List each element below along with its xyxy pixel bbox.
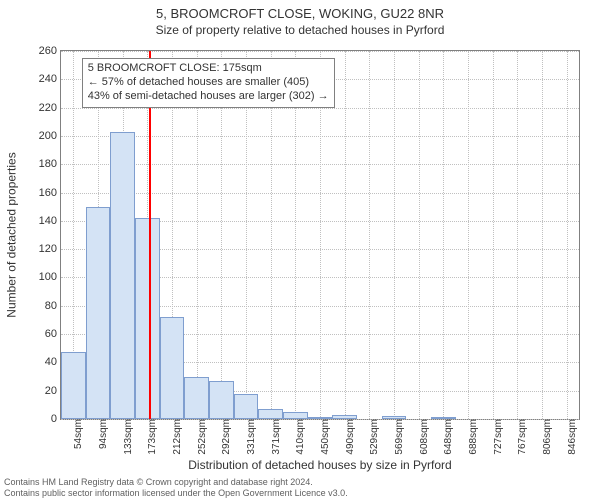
y-tick-label: 40 [45, 356, 57, 368]
x-tick-label: 529sqm [369, 419, 380, 455]
chart-subtitle: Size of property relative to detached ho… [0, 23, 600, 39]
gridline-vertical [493, 51, 494, 419]
histogram-bar [110, 132, 135, 419]
gridline-vertical [443, 51, 444, 419]
x-tick-label: 688sqm [468, 419, 479, 455]
y-tick-label: 180 [39, 158, 57, 170]
annotation-line: 43% of semi-detached houses are larger (… [88, 90, 329, 104]
y-axis-label: Number of detached properties [4, 50, 20, 420]
histogram-bar [234, 394, 259, 419]
y-tick-label: 240 [39, 73, 57, 85]
gridline-vertical [345, 51, 346, 419]
gridline-vertical [567, 51, 568, 419]
gridline-vertical [369, 51, 370, 419]
x-tick-label: 450sqm [320, 419, 331, 455]
y-tick-label: 20 [45, 385, 57, 397]
x-tick-label: 371sqm [271, 419, 282, 455]
gridline-vertical [517, 51, 518, 419]
y-tick-label: 80 [45, 300, 57, 312]
annotation-line: ← 57% of detached houses are smaller (40… [88, 76, 329, 90]
y-tick-label: 260 [39, 45, 57, 57]
x-tick-label: 806sqm [542, 419, 553, 455]
y-tick-label: 60 [45, 328, 57, 340]
annotation-line: 5 BROOMCROFT CLOSE: 175sqm [88, 62, 329, 76]
y-tick-label: 140 [39, 215, 57, 227]
y-tick-label: 120 [39, 243, 57, 255]
annotation-box: 5 BROOMCROFT CLOSE: 175sqm← 57% of detac… [82, 58, 335, 107]
x-tick-label: 490sqm [345, 419, 356, 455]
x-tick-label: 173sqm [147, 419, 158, 455]
y-tick-label: 200 [39, 130, 57, 142]
x-tick-label: 292sqm [221, 419, 232, 455]
histogram-bar [160, 317, 185, 419]
x-axis-label: Distribution of detached houses by size … [60, 458, 580, 472]
x-tick-label: 648sqm [443, 419, 454, 455]
y-tick-label: 0 [51, 413, 57, 425]
attribution-line: Contains HM Land Registry data © Crown c… [4, 477, 348, 487]
y-tick-label: 220 [39, 102, 57, 114]
x-tick-label: 767sqm [517, 419, 528, 455]
x-tick-label: 608sqm [419, 419, 430, 455]
x-tick-label: 252sqm [197, 419, 208, 455]
x-tick-label: 331sqm [246, 419, 257, 455]
x-tick-label: 94sqm [98, 419, 109, 449]
chart-title: 5, BROOMCROFT CLOSE, WOKING, GU22 8NR [0, 0, 600, 23]
gridline-vertical [542, 51, 543, 419]
data-attribution: Contains HM Land Registry data © Crown c… [4, 477, 348, 498]
gridline-vertical [419, 51, 420, 419]
histogram-bar [283, 412, 308, 419]
y-tick-label: 100 [39, 271, 57, 283]
plot-area: 02040608010012014016018020022024026054sq… [60, 50, 580, 420]
x-tick-label: 133sqm [123, 419, 134, 455]
attribution-line: Contains public sector information licen… [4, 488, 348, 498]
x-tick-label: 846sqm [567, 419, 578, 455]
y-tick-label: 160 [39, 187, 57, 199]
x-tick-label: 727sqm [493, 419, 504, 455]
x-tick-label: 54sqm [73, 419, 84, 449]
histogram-bar [135, 218, 160, 419]
histogram-bar [184, 377, 209, 419]
histogram-bar [258, 409, 283, 419]
gridline-vertical [394, 51, 395, 419]
x-tick-label: 410sqm [295, 419, 306, 455]
x-tick-label: 212sqm [172, 419, 183, 455]
gridline-vertical [468, 51, 469, 419]
histogram-bar [209, 381, 234, 419]
x-tick-label: 569sqm [394, 419, 405, 455]
histogram-bar [61, 352, 86, 419]
property-size-chart: 5, BROOMCROFT CLOSE, WOKING, GU22 8NR Si… [0, 0, 600, 500]
histogram-bar [86, 207, 111, 419]
